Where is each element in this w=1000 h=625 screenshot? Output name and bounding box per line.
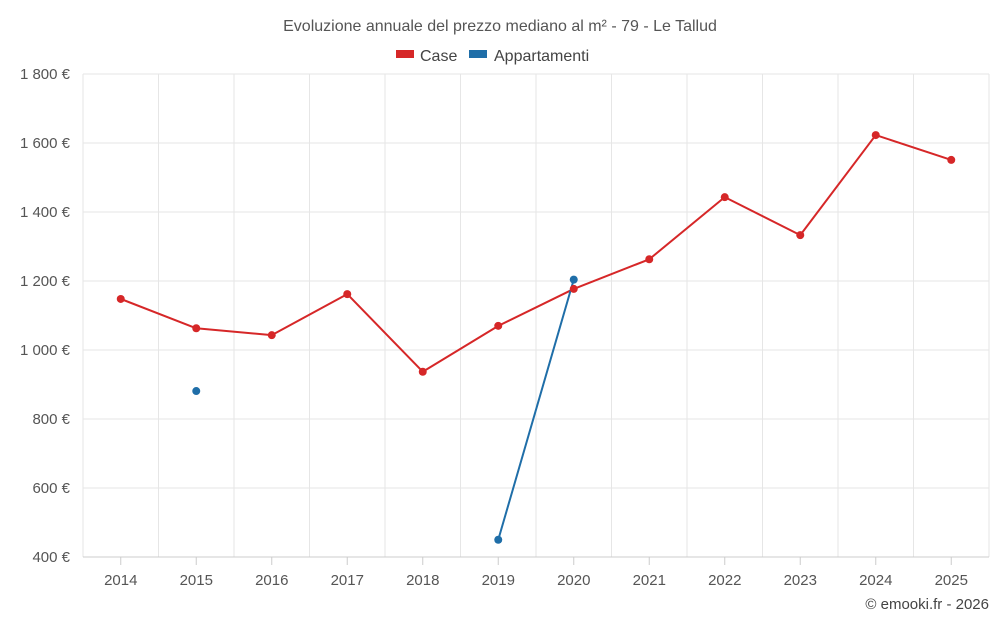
data-point[interactable]: [569, 275, 578, 284]
series-layer: [116, 131, 956, 544]
data-point[interactable]: [494, 321, 503, 330]
x-tick-label: 2018: [406, 572, 439, 589]
series-appartamenti: [497, 278, 575, 541]
x-tick-label: 2021: [633, 572, 666, 589]
legend: Case Appartamenti: [396, 48, 589, 65]
y-tick-label: 1 000 €: [20, 342, 71, 359]
x-tick-label: 2014: [104, 572, 137, 589]
data-point[interactable]: [796, 231, 805, 240]
data-point[interactable]: [569, 284, 578, 293]
x-tick-label: 2025: [935, 572, 968, 589]
data-point[interactable]: [267, 331, 276, 340]
series-line-segment: [648, 196, 726, 261]
x-tick-label: 2022: [708, 572, 741, 589]
series-case: [119, 134, 953, 373]
x-tick-label: 2015: [180, 572, 213, 589]
x-tick-label: 2016: [255, 572, 288, 589]
x-tick-label: 2020: [557, 572, 590, 589]
x-axis: 2014 2015 2016 2017 2018 2019 2020 2021 2022 2023…: [83, 556, 989, 589]
series-line-segment: [195, 327, 273, 337]
y-tick-label: 400 €: [32, 549, 70, 566]
y-tick-label: 1 200 €: [20, 273, 71, 290]
y-tick-label: 1 400 €: [20, 204, 71, 221]
series-line-segment: [572, 258, 651, 290]
data-point[interactable]: [343, 290, 352, 299]
x-tick-label: 2023: [784, 572, 817, 589]
series-line-segment: [497, 287, 575, 327]
data-point[interactable]: [871, 131, 880, 140]
data-point[interactable]: [192, 387, 201, 396]
x-tick-label: 2019: [482, 572, 515, 589]
series-line-segment: [119, 297, 198, 330]
markers-case: [116, 131, 956, 376]
data-point[interactable]: [720, 193, 729, 202]
series-line-segment: [874, 134, 953, 161]
series-line-segment: [346, 293, 424, 373]
grid: [82, 73, 990, 557]
series-line-segment: [497, 278, 575, 541]
y-tick-label: 800 €: [32, 411, 70, 428]
y-tick-label: 600 €: [32, 480, 70, 497]
data-point[interactable]: [494, 535, 503, 544]
data-point[interactable]: [192, 324, 201, 333]
x-tick-label: 2024: [859, 572, 892, 589]
legend-swatch-case: [396, 50, 414, 58]
series-line-segment: [421, 324, 500, 373]
series-line-segment: [270, 293, 349, 337]
markers-appartamenti: [192, 275, 578, 544]
data-point[interactable]: [645, 255, 654, 264]
x-tick-label: 2017: [331, 572, 364, 589]
legend-label-appartamenti[interactable]: Appartamenti: [494, 48, 589, 65]
y-axis: 400 € 600 € 800 € 1 000 € 1 200 € 1 400 € 1 60…: [20, 66, 71, 566]
data-point[interactable]: [947, 155, 956, 164]
legend-label-case[interactable]: Case: [420, 48, 457, 65]
data-point[interactable]: [116, 294, 125, 303]
y-tick-label: 1 600 €: [20, 135, 71, 152]
chart-title: Evoluzione annuale del prezzo mediano al…: [283, 18, 717, 35]
data-point[interactable]: [418, 367, 427, 376]
series-line-segment: [723, 196, 802, 237]
legend-swatch-appartamenti: [469, 50, 487, 58]
y-tick-label: 1 800 €: [20, 66, 71, 83]
credit-text: © emooki.fr - 2026: [865, 596, 989, 613]
series-line-segment: [799, 134, 877, 237]
